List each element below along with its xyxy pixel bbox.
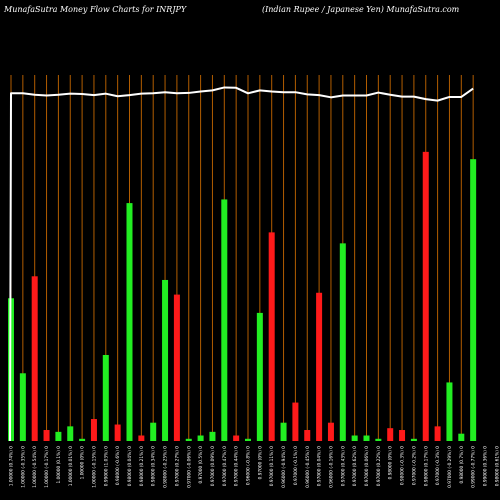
bar xyxy=(79,438,86,441)
x-tick-label: 1.00000 (-0.15%) 0 xyxy=(91,446,97,488)
price-line-series xyxy=(9,86,474,442)
bar xyxy=(399,430,406,441)
x-tick-label: 1.00000 (0%) 0 xyxy=(80,446,86,480)
x-tick-label: 1.00000 (-0.35%) 0 xyxy=(20,446,26,488)
bar xyxy=(138,435,145,441)
x-tick-label: 0.96000 (-0.8%) 0 xyxy=(246,446,252,485)
bar xyxy=(185,438,192,441)
price-line xyxy=(9,86,474,442)
x-tick-label: 1.00000 (-0.17%) 0 xyxy=(44,446,50,488)
bar xyxy=(150,422,157,441)
bar xyxy=(233,435,240,441)
bar xyxy=(173,294,180,441)
bar xyxy=(292,402,299,441)
x-tick-label: 0.97000 (0.43%) 0 xyxy=(340,446,346,487)
bar xyxy=(31,276,38,441)
bar xyxy=(304,430,311,441)
x-tick-label: 0.97000 (0.06%) 0 xyxy=(364,446,370,487)
chart-source: (Indian Rupee / Japanese Yen) MunafaSutr… xyxy=(262,5,460,14)
bar xyxy=(470,159,477,441)
x-tick-label: 1.00000 (0.74%) 0 xyxy=(9,446,15,487)
x-tick-label: 0.97000 (0.22%) 0 xyxy=(376,446,382,487)
bar xyxy=(446,382,453,441)
bar xyxy=(316,292,323,441)
x-tick-label: 0.97000 (0.47%) 0 xyxy=(222,446,228,487)
x-tick-label: 0.97000 (0.62%) 0 xyxy=(352,446,358,487)
bar xyxy=(387,428,394,441)
x-tick-label: 0.97000 (0.5%) 0 xyxy=(198,446,204,484)
x-tick-label: 0.98000 (0.34%) 0 xyxy=(151,446,157,487)
x-tick-label: 0.97000 (0%) 0 xyxy=(257,446,263,480)
bar xyxy=(268,232,275,441)
bar xyxy=(102,354,109,441)
bar xyxy=(458,433,465,441)
bar xyxy=(339,243,346,441)
x-tick-label: 0.97000 (-0.29%) 0 xyxy=(447,446,453,488)
x-tick-label: 0.97000 (-0.06%) 0 xyxy=(186,446,192,488)
x-tick-label: 0.99000 (-0.77%) 0 xyxy=(471,446,477,488)
bar xyxy=(422,151,429,442)
x-tick-label: 0.98000 (0.17%) 0 xyxy=(423,446,429,487)
x-tick-label: 0.96000 (-0.94%) 0 xyxy=(281,446,287,488)
x-tick-label: 0.98000 (-0.3%) 0 xyxy=(400,446,406,485)
x-tick-label: 0.98000 (-0.6%) 0 xyxy=(115,446,121,485)
bar xyxy=(162,279,169,441)
x-tick-label: 0.98000 (0%) 0 xyxy=(388,446,394,480)
bar xyxy=(221,199,228,441)
x-tick-label: 0.96000 (-0.45%) 0 xyxy=(305,446,311,488)
bar xyxy=(209,431,216,441)
bar xyxy=(90,419,97,441)
x-tick-label: 1.00000 (0.01%) 0 xyxy=(68,446,74,487)
x-tick-label: 0.97000 (0.44%) 0 xyxy=(234,446,240,487)
x-tick-label: 0.98000 (0.21%) 0 xyxy=(139,446,145,487)
x-tick-label: 1.00000 (0.1%) 0 xyxy=(56,446,62,484)
x-tick-label: 0.97000 (0.09%) 0 xyxy=(210,446,216,487)
bar xyxy=(126,203,133,441)
x-tick-label: 0.97000 (-0.3%) 0 xyxy=(435,446,441,485)
bar xyxy=(434,426,441,441)
bar xyxy=(256,312,263,441)
bar xyxy=(197,435,204,441)
x-tick-label: 0.98000 (0.61%) 0 xyxy=(494,446,500,487)
x-tick-label: 1.00000 (-0.54%) 0 xyxy=(32,446,38,488)
bar xyxy=(363,435,370,441)
bar xyxy=(410,438,417,441)
bar xyxy=(280,422,287,441)
x-tick-label: 0.98000 (-0.25%) 0 xyxy=(163,446,169,488)
x-tick-label: 0.97000 (-0.1%) 0 xyxy=(293,446,299,485)
bar xyxy=(55,431,62,441)
x-tick-label: 0.96000 (-0.16%) 0 xyxy=(328,446,334,488)
bar xyxy=(351,435,358,441)
bar xyxy=(327,422,334,441)
x-tick-labels: 1.00000 (0.74%) 0 1.00000 (-0.35%) 0 1.000… xyxy=(9,446,500,488)
bar xyxy=(375,438,382,441)
bar xyxy=(114,424,121,441)
x-tick-label: 0.97000 (0.27%) 0 xyxy=(174,446,180,487)
x-tick-label: 0.98000 (0.04%) 0 xyxy=(127,446,133,487)
x-tick-label: 0.97000 (0.04%) 0 xyxy=(317,446,323,487)
bar xyxy=(245,438,251,441)
bar xyxy=(43,430,50,441)
x-tick-label: 0.99000 (1.03%) 0 xyxy=(103,446,109,487)
chart-title: MunafaSutra Money Flow Charts for INRJPY xyxy=(3,5,187,14)
x-tick-label: 0.99000 (0.36%) 0 xyxy=(483,446,489,487)
x-tick-label: 0.98000 (0.7%) 0 xyxy=(459,446,465,484)
x-tick-label: 0.97000 (-0.2%) 0 xyxy=(411,446,417,485)
bar xyxy=(67,426,74,441)
x-tick-label: 0.97000 (0.11%) 0 xyxy=(269,446,275,487)
bar xyxy=(19,373,26,441)
bar-series xyxy=(8,151,477,442)
